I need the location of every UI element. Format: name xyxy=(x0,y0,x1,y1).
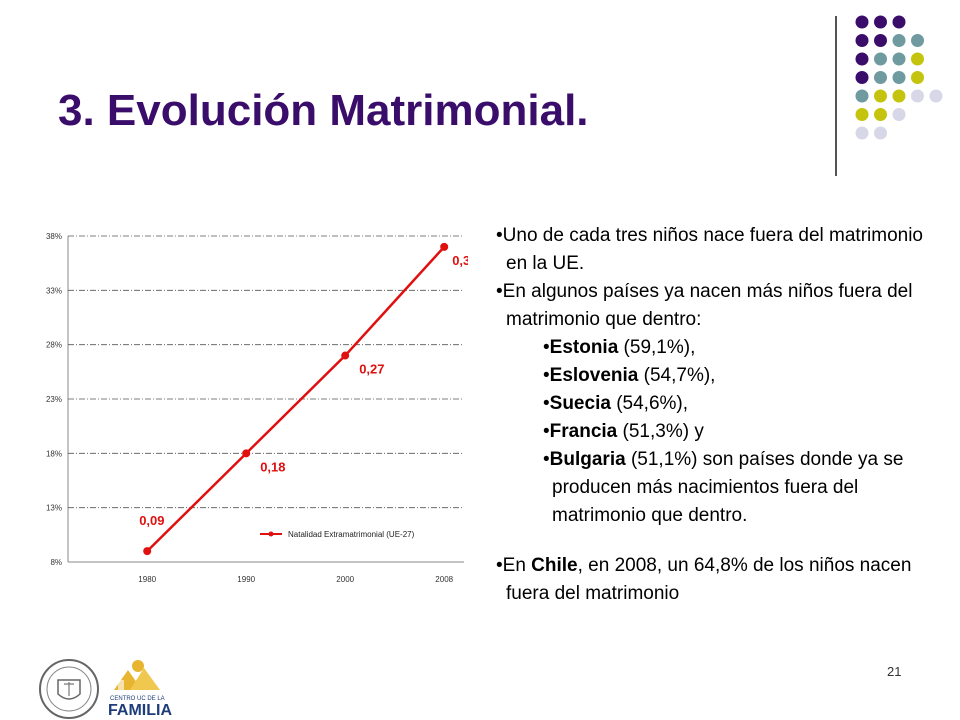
decor-dot xyxy=(911,89,924,103)
page-number: 21 xyxy=(887,664,902,679)
slide-title: 3. Evolución Matrimonial. xyxy=(58,86,589,135)
decor-dot xyxy=(892,89,906,103)
decor-dot xyxy=(874,126,887,140)
familia-subtext: CENTRO UC DE LA xyxy=(110,696,165,702)
y-tick-label: 13% xyxy=(46,504,62,513)
data-point xyxy=(440,242,449,251)
decor-dot xyxy=(855,52,869,66)
decor-dot xyxy=(911,34,924,47)
university-seal-logo xyxy=(39,659,99,719)
country-item-eslovenia: •Eslovenia (54,7%), xyxy=(543,365,716,386)
y-tick-label: 33% xyxy=(46,286,62,295)
decor-dot xyxy=(892,34,906,47)
x-tick-label: 2000 xyxy=(336,575,354,584)
country-item-francia: •Francia (51,3%) y xyxy=(543,421,704,442)
legend-label: Natalidad Extramatrimonial (UE-27) xyxy=(288,530,415,539)
country-item-estonia: •Estonia (59,1%), xyxy=(543,337,696,358)
x-tick-label: 1980 xyxy=(138,575,156,584)
decor-dot xyxy=(874,108,887,121)
decor-dot xyxy=(874,71,887,84)
decor-dot xyxy=(892,108,906,121)
series-line xyxy=(146,246,446,553)
data-label: 0,09 xyxy=(139,513,164,528)
decor-dot xyxy=(855,108,869,121)
decorative-vertical-line xyxy=(835,16,837,176)
decor-dot xyxy=(874,15,887,29)
line-chart: 8% 13% 18% 23% 28% 33% 38% 1980 1990 2000 2008 0,09… xyxy=(46,232,468,584)
y-tick-label: 18% xyxy=(46,449,62,458)
decor-dot xyxy=(855,126,869,140)
data-label: 0,27 xyxy=(359,362,384,377)
decor-dot xyxy=(892,52,906,66)
decor-dot xyxy=(874,89,887,103)
data-point xyxy=(341,351,350,360)
decor-dot xyxy=(855,34,869,47)
bullet-list: •Uno de cada tres niños nace fuera del m… xyxy=(496,222,926,608)
legend-marker xyxy=(268,531,274,537)
familia-logo: CENTRO UC DE LA FAMILIA xyxy=(108,660,172,718)
data-label: 0,37 xyxy=(452,253,468,268)
decorative-dot-grid xyxy=(855,15,943,140)
x-tick-label: 1990 xyxy=(237,575,255,584)
decor-dot xyxy=(892,71,906,84)
decor-dot xyxy=(911,52,924,66)
decor-dot xyxy=(874,34,887,47)
decor-dot xyxy=(874,52,887,66)
decor-dot xyxy=(855,15,869,29)
x-tick-label: 2008 xyxy=(435,575,453,584)
bullet-one-in-three: •Uno de cada tres niños nace fuera del m… xyxy=(496,225,923,274)
data-point xyxy=(143,547,152,556)
data-label: 0,18 xyxy=(260,459,285,474)
data-point xyxy=(242,449,251,458)
country-item-suecia: •Suecia (54,6%), xyxy=(543,393,689,414)
y-tick-label: 38% xyxy=(46,232,62,241)
decor-dot xyxy=(855,71,869,84)
familia-text: FAMILIA xyxy=(108,702,172,718)
decor-dot xyxy=(855,89,869,103)
decor-dot xyxy=(911,71,924,84)
y-tick-label: 28% xyxy=(46,341,62,350)
bullet-some-countries: •En algunos países ya nacen más niños fu… xyxy=(496,281,913,330)
decor-dot xyxy=(892,15,906,29)
country-item-bulgaria: •Bulgaria (51,1%) son países donde ya se… xyxy=(543,449,904,526)
y-tick-label: 8% xyxy=(50,558,62,567)
decor-dot xyxy=(929,89,943,103)
bullet-chile: •En Chile, en 2008, un 64,8% de los niño… xyxy=(496,555,912,604)
y-tick-label: 23% xyxy=(46,395,62,404)
